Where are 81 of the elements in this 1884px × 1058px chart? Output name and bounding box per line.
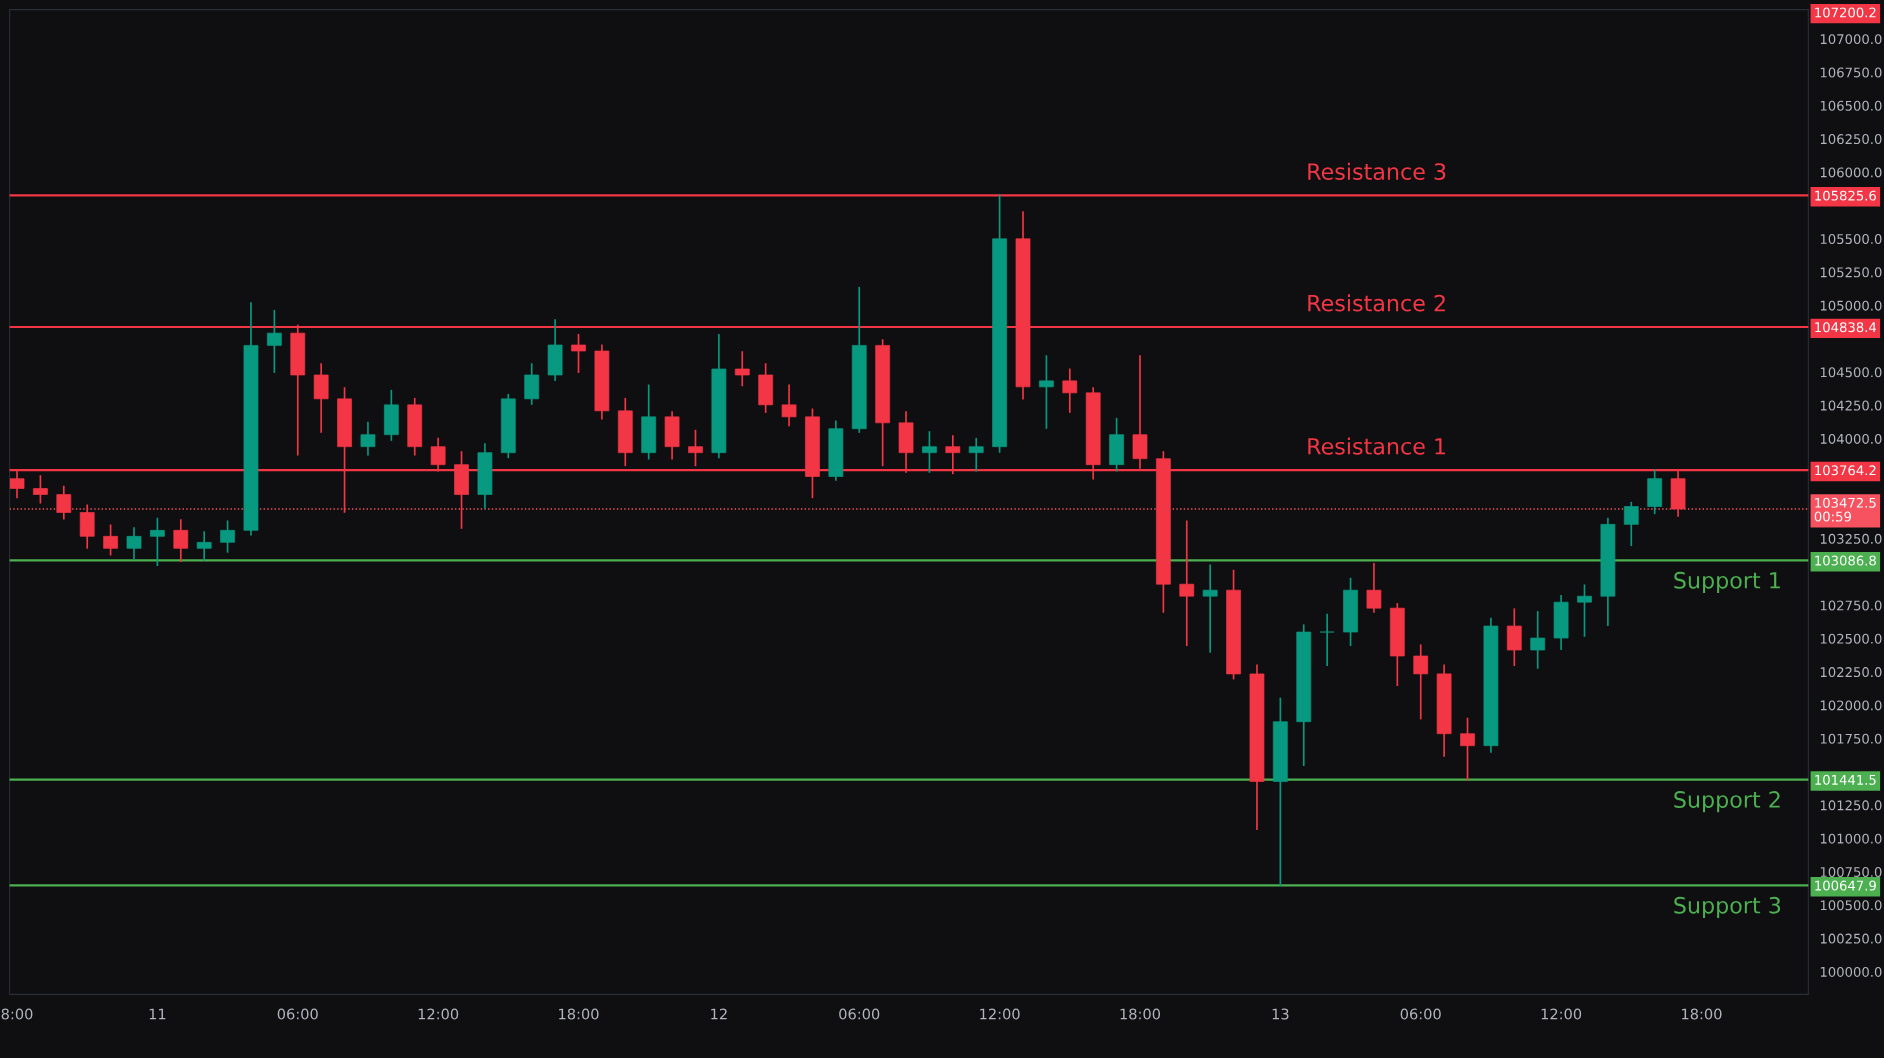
x-tick-label: 06:00 [839, 1008, 880, 1020]
x-tick-label: 12:00 [1541, 1008, 1582, 1020]
ref-line-label: Support 2 [1674, 791, 1780, 813]
candlestick [56, 485, 72, 520]
candlestick [524, 363, 540, 405]
candlestick [1577, 584, 1592, 637]
candlestick [1062, 368, 1078, 413]
y2-tick-label: 105825.6 [1815, 190, 1876, 201]
x-tick-label: 13 [1272, 1008, 1289, 1020]
candlestick [781, 384, 797, 427]
candlestick [126, 527, 142, 560]
candlestick [360, 421, 376, 456]
ref-line-label: Resistance 2 [1308, 294, 1445, 312]
y-tick-label: 105000.0 [1820, 300, 1882, 311]
x-tick-label: 11 [149, 1008, 166, 1020]
y2-tick-label: 104838.4 [1815, 322, 1877, 333]
candlestick [1530, 611, 1546, 669]
candlestick [1366, 563, 1382, 613]
y2-tick-label: 103472.5 00:59 [1814, 497, 1876, 522]
candlestick [267, 309, 282, 373]
y-tick-label: 101000.0 [1820, 833, 1882, 844]
y-tick-label: 104500.0 [1820, 367, 1882, 378]
y2-tick-label: 103764.2 [1815, 465, 1876, 476]
candlestick [1623, 501, 1639, 547]
y-tick-label: 101250.0 [1820, 800, 1882, 811]
y-tick-label: 107000.0 [1820, 34, 1882, 45]
y-tick-label: 103250.0 [1820, 533, 1882, 544]
candlestick [173, 519, 189, 563]
x-tick-label: 18:00 [559, 1008, 599, 1020]
y2-tick-label: 107200.2 [1815, 7, 1876, 18]
x-tick-label: 12 [711, 1008, 727, 1020]
candlestick [1179, 520, 1195, 647]
candlestick [1039, 355, 1054, 429]
candlestick [571, 333, 586, 373]
candlestick [1506, 608, 1522, 667]
x-tick-label: 18:00 [1682, 1008, 1722, 1020]
y-tick-label: 101750.0 [1820, 733, 1882, 744]
x-tick-label: 12:00 [418, 1008, 459, 1020]
ref-line-label: Resistance 3 [1308, 162, 1446, 180]
candlestick [313, 363, 329, 433]
x-tick-label: 18:00 [1120, 1008, 1161, 1020]
y-tick-label: 102500.0 [1820, 633, 1882, 644]
candlestick [1319, 613, 1335, 667]
y-tick-label: 100750.0 [1820, 866, 1882, 877]
candlestick [79, 504, 95, 549]
y-tick-label: 100500.0 [1820, 900, 1882, 911]
candlestick [33, 475, 48, 504]
y2-tick-label: 101441.5 [1815, 774, 1876, 785]
candlestick [1413, 644, 1429, 720]
y-tick-label: 106500.0 [1820, 100, 1882, 111]
y-tick-label: 102750.0 [1820, 600, 1882, 611]
x-tick-label: 12:00 [980, 1008, 1020, 1020]
candlestick [968, 437, 984, 472]
x-tick-label: 06:00 [1400, 1008, 1441, 1020]
y-tick-label: 100250.0 [1820, 933, 1882, 944]
candlestick [103, 524, 118, 556]
candlestick [1460, 717, 1475, 781]
candlestick [196, 531, 212, 561]
y2-tick-label: 103086.8 [1815, 555, 1876, 566]
y-tick-label: 102000.0 [1820, 700, 1882, 711]
y-tick-label: 105500.0 [1820, 234, 1882, 244]
x-tick-label: 8:00 [1, 1008, 33, 1020]
ref-line-label: Support 3 [1674, 896, 1781, 918]
candlestick [688, 429, 703, 467]
candlestick [150, 517, 165, 567]
candlestick [734, 351, 750, 387]
x-tick-label: 06:00 [277, 1008, 318, 1020]
y2-tick-label: 100647.9 [1815, 880, 1876, 891]
y-tick-label: 106250.0 [1820, 134, 1882, 145]
ref-line-label: Support 1 [1674, 571, 1780, 593]
y-tick-label: 104000.0 [1820, 433, 1882, 444]
y-tick-label: 106000.0 [1820, 167, 1882, 178]
y-tick-label: 104250.0 [1820, 400, 1882, 411]
ref-line-label: Resistance 1 [1308, 437, 1446, 455]
y-tick-label: 106750.0 [1820, 67, 1882, 78]
candlestick [922, 431, 937, 473]
candlestick [220, 520, 235, 553]
candlestick [1202, 564, 1218, 653]
y-tick-label: 105250.0 [1820, 267, 1882, 278]
y-tick-label: 102250.0 [1820, 667, 1882, 678]
y-tick-label: 100000.0 [1820, 966, 1882, 977]
